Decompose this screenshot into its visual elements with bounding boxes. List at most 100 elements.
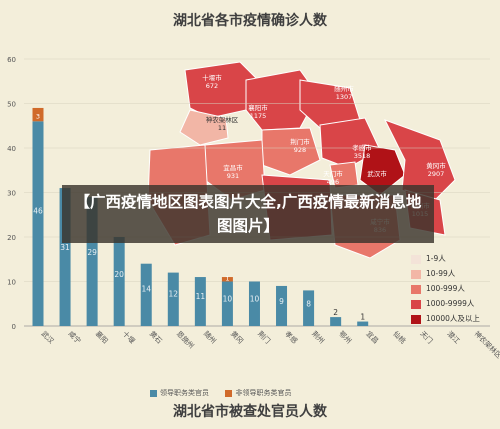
bar-leader xyxy=(330,317,342,326)
map-region-label: 天门市 496 xyxy=(313,170,353,186)
legend-label: 1-9人 xyxy=(426,254,446,263)
x-tick-label: 天门 xyxy=(418,329,434,345)
map-region-value: 931 xyxy=(226,172,240,180)
legend-label: 领导职务类官员 xyxy=(160,389,209,397)
bar-leader xyxy=(86,196,98,326)
map-region-name: 神农架林区 xyxy=(205,116,239,124)
bar-legend: 领导职务类官员 非领导职务类官员 xyxy=(150,388,291,398)
map-legend-item: 1-9人 xyxy=(411,254,480,269)
bar-leader xyxy=(221,281,233,326)
bar-value-label: 31 xyxy=(60,243,70,252)
map-region-name: 随州市 xyxy=(334,85,354,93)
map-legend: 1-9人 10-99人 100-999人 1000-9999人 10000人及以… xyxy=(411,254,480,329)
bar-non-leader xyxy=(221,277,233,282)
x-tick-label: 潜江 xyxy=(445,329,461,345)
y-tick-label: 30 xyxy=(7,190,16,198)
bar-value-label: 10 xyxy=(223,295,233,304)
map-region-name: 宜昌市 xyxy=(223,164,243,172)
bar-leader xyxy=(32,121,44,326)
bar-value-label: 20 xyxy=(114,270,124,279)
bar-value-label: 46 xyxy=(33,206,43,215)
map-region-label: 宜昌市 931 xyxy=(213,164,253,180)
bar-leader xyxy=(59,188,71,326)
y-tick-label: 20 xyxy=(7,234,16,242)
map-region-value: 496 xyxy=(326,178,340,186)
x-tick-label: 襄阳 xyxy=(94,329,110,345)
y-tick-label: 60 xyxy=(7,56,16,64)
map-region-name: 黄冈市 xyxy=(426,162,446,170)
map-region-value: 1307 xyxy=(335,93,353,101)
bar-value-label: 29 xyxy=(87,248,97,257)
bar-leader xyxy=(194,277,206,326)
map-legend-item: 10000人及以上 xyxy=(411,314,480,329)
x-tick-label: 咸宁 xyxy=(67,329,83,345)
y-axis: 0 10 20 30 40 50 60 xyxy=(7,56,16,331)
x-tick-label: 荆门 xyxy=(256,329,272,345)
x-tick-label: 黄石 xyxy=(148,329,164,345)
map-legend-item: 100-999人 xyxy=(411,284,480,299)
map-region-value: 11 xyxy=(217,124,227,132)
map-region-name: 十堰市 xyxy=(202,74,222,82)
bar-leader xyxy=(140,263,152,326)
legend-label: 100-999人 xyxy=(426,284,465,293)
bar-value-label: 8 xyxy=(306,299,311,308)
bar-series: 46 3 31 29 20 14 12 11 10 1 10 9 8 2 1 xyxy=(32,107,369,326)
bar-leader xyxy=(167,272,179,326)
y-tick-label: 50 xyxy=(7,101,16,109)
overlay-banner: 【广西疫情地区图表图片大全,广西疫情最新消息地图图片】 xyxy=(62,185,434,243)
legend-label: 10000人及以上 xyxy=(426,314,480,323)
map-region-label: 十堰市 672 xyxy=(192,74,232,90)
map-region-name: 天门市 xyxy=(323,170,343,178)
bar-value-label: 12 xyxy=(169,290,179,299)
x-tick-label: 神农架林区 xyxy=(473,329,500,360)
x-tick-label: 宜昌 xyxy=(364,329,380,345)
legend-swatch xyxy=(225,389,233,397)
legend-label: 非领导职务类官员 xyxy=(235,389,292,397)
x-tick-label: 十堰 xyxy=(121,329,137,345)
map-region-label: 黄冈市 2907 xyxy=(416,162,456,178)
map-region-value: 928 xyxy=(293,146,307,154)
bar-non-leader xyxy=(32,107,44,122)
legend-label: 1000-9999人 xyxy=(426,299,475,308)
bar-value-label: 1 xyxy=(360,313,365,322)
map-region-label: 武汉市 xyxy=(357,170,397,178)
x-tick-label: 武汉 xyxy=(40,329,56,345)
map-region-label: 神农架林区 11 xyxy=(202,116,242,132)
map-region-name: 孝感市 xyxy=(352,144,372,152)
legend-swatch xyxy=(411,254,421,264)
map-legend-item: 10-99人 xyxy=(411,269,480,284)
bar-leader xyxy=(248,281,260,326)
map-region-name: 武汉市 xyxy=(367,170,387,178)
map-region-label: 荆门市 928 xyxy=(280,138,320,154)
map-region-value: 672 xyxy=(205,82,219,90)
legend-swatch xyxy=(411,299,421,309)
map-title: 湖北省各市疫情确诊人数 xyxy=(173,13,327,29)
legend-swatch xyxy=(411,314,421,324)
map-region-value: 3518 xyxy=(353,152,371,160)
map-region-label: 孝感市 3518 xyxy=(342,144,382,160)
legend-swatch xyxy=(150,389,157,397)
bar-value-label: 10 xyxy=(250,295,260,304)
legend-label: 10-99人 xyxy=(426,269,456,278)
legend-swatch xyxy=(411,269,421,279)
x-axis: 武汉 咸宁 襄阳 十堰 黄石 恩施州 随州 黄冈 荆门 孝感 荆州 鄂州 宜昌 仙桃 天门 潜江 神农架林区 xyxy=(40,329,500,360)
x-tick-label: 随州 xyxy=(202,329,218,345)
x-tick-label: 鄂州 xyxy=(337,329,353,345)
y-tick-label: 10 xyxy=(7,279,16,287)
map-legend-item: 1000-9999人 xyxy=(411,299,480,314)
bar-leader xyxy=(303,290,315,326)
map-region-label: 随州市 1307 xyxy=(324,85,364,101)
y-tick-label: 40 xyxy=(7,145,16,153)
chart-title: 湖北省市被查处官员人数 xyxy=(173,404,327,420)
bar-value-label: 11 xyxy=(196,292,206,301)
map-region-name: 荆门市 xyxy=(290,138,310,146)
map-region-value: 1175 xyxy=(249,112,267,120)
y-tick-label: 0 xyxy=(12,323,16,331)
bar-value-label: 14 xyxy=(141,285,151,294)
x-tick-label: 仙桃 xyxy=(391,329,407,345)
x-tick-label: 孝感 xyxy=(283,329,299,345)
x-tick-label: 恩施州 xyxy=(175,329,196,350)
x-tick-label: 荆州 xyxy=(310,329,326,345)
bar-leader xyxy=(113,237,125,326)
